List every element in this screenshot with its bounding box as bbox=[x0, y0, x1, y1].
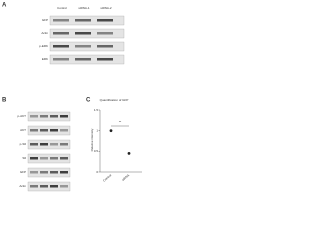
row-label: AKT bbox=[20, 128, 26, 132]
blot-band bbox=[97, 58, 113, 61]
y-tick-label: 0 bbox=[96, 170, 98, 174]
blot-band bbox=[53, 19, 69, 22]
panel-label: C bbox=[86, 98, 91, 104]
row-label: ERK bbox=[42, 57, 48, 61]
blot-strip bbox=[27, 125, 71, 136]
row-label: GFP bbox=[20, 170, 26, 174]
data-point bbox=[109, 129, 113, 133]
panel-label: A bbox=[2, 3, 7, 9]
blot-band bbox=[75, 19, 91, 22]
row-label: p-ERK bbox=[39, 44, 48, 48]
blot-strip bbox=[27, 167, 71, 178]
blot-band bbox=[50, 143, 58, 146]
blot-band bbox=[60, 143, 68, 146]
y-tick-label: 1 bbox=[96, 128, 98, 132]
row-label: p-S6 bbox=[20, 142, 27, 146]
blot-band bbox=[97, 32, 113, 35]
blot-strip bbox=[27, 181, 71, 192]
column-header: siRNA-1 bbox=[78, 6, 89, 10]
blot-band bbox=[30, 143, 38, 146]
blot-strip bbox=[27, 153, 71, 164]
blot-band bbox=[50, 171, 58, 174]
blot-band bbox=[53, 58, 69, 61]
blot-band bbox=[30, 115, 38, 118]
data-point bbox=[127, 152, 131, 155]
blot-band bbox=[30, 171, 38, 174]
blot-band bbox=[30, 157, 38, 160]
blot-strip bbox=[27, 111, 71, 122]
blot-band bbox=[75, 32, 91, 35]
blot-band bbox=[53, 32, 69, 35]
row-label: GFP bbox=[42, 18, 48, 22]
blot-band bbox=[30, 185, 38, 188]
blot-band bbox=[50, 157, 58, 160]
row-label: p-AKT bbox=[17, 114, 26, 118]
row-label: Actin bbox=[41, 31, 48, 35]
blot-band bbox=[97, 45, 113, 48]
blot-band bbox=[40, 115, 48, 118]
blot-strip bbox=[27, 139, 71, 150]
y-tick-label: 0.5 bbox=[94, 149, 99, 153]
x-tick-label: siRNA bbox=[121, 173, 130, 182]
panel-label: B bbox=[2, 98, 7, 104]
blot-band bbox=[50, 115, 58, 118]
blot-band bbox=[97, 19, 113, 22]
row-label: S6 bbox=[22, 156, 26, 160]
row-label: Actin bbox=[19, 184, 26, 188]
blot-band bbox=[60, 115, 68, 118]
blot-band bbox=[30, 129, 38, 132]
blot-band bbox=[50, 129, 58, 132]
chart-title: Quantification of GFP bbox=[100, 98, 129, 102]
blot-band bbox=[60, 157, 68, 160]
y-axis-label: Relative intensity bbox=[90, 128, 94, 151]
blot-band bbox=[75, 58, 91, 61]
blot-band bbox=[53, 45, 69, 48]
blot-band bbox=[60, 129, 68, 132]
figure: A B C Quantification of GFP Relative int… bbox=[2, 3, 142, 192]
blot-band bbox=[40, 185, 48, 188]
blot-band bbox=[60, 185, 68, 188]
annotation: ** bbox=[119, 120, 122, 124]
blot-band bbox=[40, 157, 48, 160]
y-tick-label: 1.5 bbox=[94, 108, 99, 112]
blot-band bbox=[40, 129, 48, 132]
blot-band bbox=[50, 185, 58, 188]
column-header: Control bbox=[57, 6, 67, 10]
column-header: siRNA-2 bbox=[100, 6, 111, 10]
blot-band bbox=[60, 171, 68, 174]
blot-band bbox=[40, 171, 48, 174]
x-tick-label: Control bbox=[102, 173, 112, 182]
blot-band bbox=[75, 45, 91, 48]
blot-band bbox=[40, 143, 48, 146]
